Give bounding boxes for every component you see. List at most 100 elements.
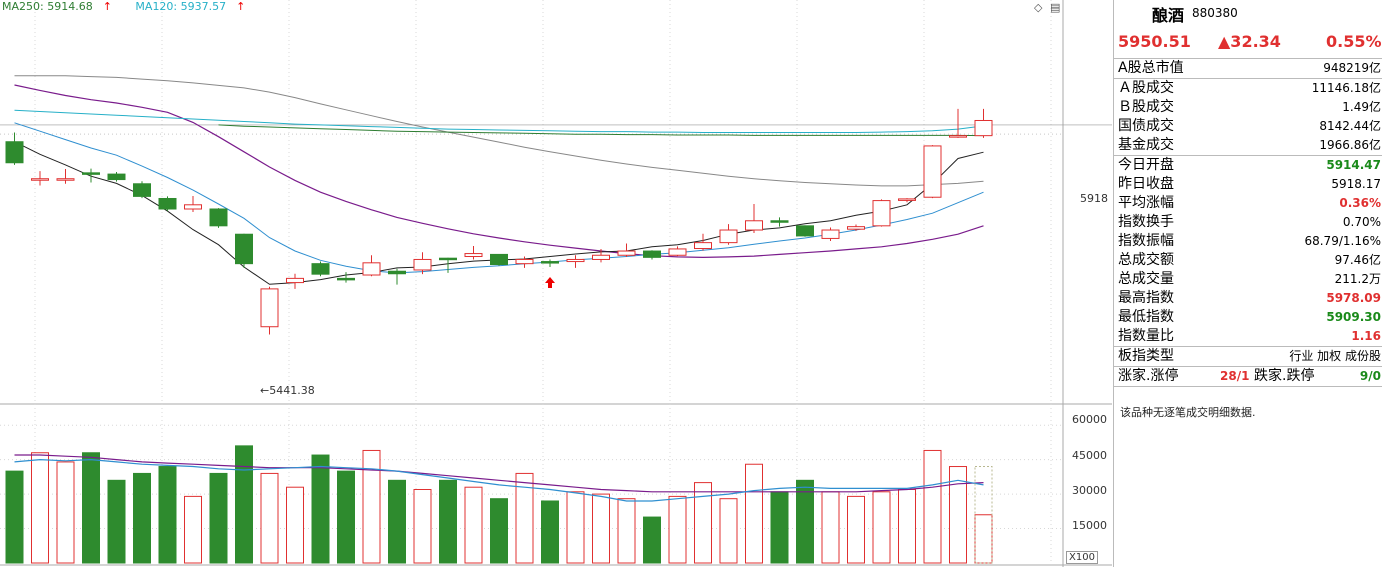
volume-bar	[515, 472, 534, 564]
volume-tick-45000: 45000	[1072, 449, 1107, 462]
candle-body	[923, 145, 942, 198]
volume-bar	[286, 486, 304, 564]
ma-legend: MA250: 5914.68 ↑ MA120: 5937.57 ↑	[2, 0, 265, 13]
stat-label: Ａ股成交	[1118, 80, 1174, 96]
candle-body	[694, 242, 712, 250]
candle-body	[949, 135, 967, 138]
volume-bar	[82, 452, 100, 564]
stat-value: 8142.44亿	[1319, 119, 1381, 133]
stat-label: 平均涨幅	[1118, 195, 1174, 211]
volume-bar	[847, 495, 865, 564]
candle-body	[82, 172, 100, 175]
stat-value: 97.46亿	[1334, 253, 1381, 267]
volume-bar	[413, 489, 432, 564]
candle-body	[617, 250, 636, 256]
stat-row: 总成交额 97.46亿	[1114, 251, 1382, 270]
volume-bar	[694, 482, 712, 564]
volume-bar	[31, 452, 49, 564]
candle-body	[56, 178, 75, 181]
diamond-icon[interactable]: ◇	[1034, 1, 1043, 14]
volume-ma-slow-line	[14, 454, 984, 493]
candle-body	[847, 226, 865, 230]
candle-body	[5, 141, 24, 164]
volume-bar	[388, 479, 406, 564]
ma120-line	[14, 109, 984, 133]
volume-bar	[439, 479, 457, 564]
volume-bar	[643, 516, 661, 564]
stat-row: 基金成交 1966.86亿	[1114, 136, 1382, 156]
advance-decline-row: 涨家.涨停 28/1 跌家.跌停 9/0	[1114, 367, 1382, 386]
stat-row: 最低指数 5909.30	[1114, 308, 1382, 327]
ma60-line	[14, 75, 984, 187]
stat-row: 昨日收盘 5918.17	[1114, 175, 1382, 194]
candle-body	[260, 288, 279, 328]
price-tick-label: 5918	[1080, 192, 1108, 205]
candle-body	[235, 233, 253, 265]
volume-bar	[541, 500, 559, 564]
stat-row: 平均涨幅 0.36%	[1114, 194, 1382, 213]
candle-body	[107, 173, 126, 181]
ma250-line	[218, 124, 984, 137]
advance-value: 28/1	[1220, 369, 1250, 383]
stats-table: A股总市值 948219亿 Ａ股成交 11146.18亿 Ｂ股成交 1.49亿 国债成交 81…	[1114, 59, 1382, 367]
index-code: 880380	[1192, 6, 1238, 20]
volume-bar	[719, 498, 738, 564]
stat-label: 指数换手	[1118, 214, 1174, 230]
volume-bar	[260, 472, 279, 564]
stat-row: A股总市值 948219亿	[1114, 59, 1382, 79]
volume-bar	[107, 479, 126, 564]
ma120-label: MA120: 5937.57 ↑	[135, 0, 246, 13]
volume-bar	[617, 498, 636, 564]
candle-body	[286, 277, 304, 284]
candle-body	[133, 183, 151, 197]
volume-bar	[949, 466, 967, 564]
last-price: 5950.51	[1118, 32, 1191, 51]
candle-body	[337, 277, 355, 281]
stat-value: 1966.86亿	[1319, 138, 1381, 152]
candle-body	[898, 198, 916, 201]
decline-label: 跌家.跌停	[1254, 368, 1315, 384]
candle-body	[490, 253, 508, 265]
candle-body	[388, 270, 406, 275]
decline-value: 9/0	[1359, 369, 1381, 383]
candle-body	[643, 250, 661, 258]
candle-body	[31, 178, 49, 181]
candle-body	[209, 208, 228, 227]
candle-body	[796, 225, 814, 237]
stat-label: 昨日收盘	[1118, 176, 1174, 192]
candle-body	[464, 253, 483, 258]
panel-divider	[1114, 386, 1382, 387]
candle-body	[439, 257, 457, 261]
stat-value: 5918.17	[1331, 177, 1381, 191]
candle-body	[974, 119, 993, 137]
candle-body	[745, 220, 763, 231]
stat-value: 948219亿	[1323, 61, 1381, 75]
volume-bar	[898, 489, 916, 564]
volume-bar	[464, 486, 483, 564]
stat-value: 1.49亿	[1342, 100, 1381, 114]
panel-header: 酿酒 880380	[1114, 0, 1382, 30]
volume-ma-fast-line	[14, 458, 984, 502]
volume-bar	[668, 495, 687, 564]
quote-panel: 酿酒 880380 5950.51 ▲32.34 0.55% A股总市值 9482…	[1113, 0, 1382, 567]
stat-label: 总成交量	[1118, 271, 1174, 287]
stat-row: 总成交量 211.2万	[1114, 270, 1382, 289]
window-icon[interactable]: ▤	[1049, 1, 1061, 14]
candle-body	[413, 258, 432, 271]
volume-bar	[490, 498, 508, 564]
volume-bar	[184, 495, 202, 564]
candle-body	[770, 220, 789, 223]
candle-body	[821, 229, 840, 239]
candle-body	[184, 204, 202, 210]
stat-label: 最低指数	[1118, 309, 1174, 325]
stat-label: 总成交额	[1118, 252, 1174, 268]
candle-body	[515, 258, 534, 265]
volume-bar	[235, 445, 253, 564]
kline-chart[interactable]	[0, 0, 1112, 567]
price-change-pct: 0.55%	[1326, 32, 1382, 51]
volume-scale-label: X100	[1066, 551, 1098, 564]
stat-label: 今日开盘	[1118, 157, 1174, 173]
stat-row: 今日开盘 5914.47	[1114, 156, 1382, 175]
volume-bar	[592, 493, 610, 564]
chart-area[interactable]: MA250: 5914.68 ↑ MA120: 5937.57 ↑ ◇ ▤ ←544…	[0, 0, 1112, 567]
